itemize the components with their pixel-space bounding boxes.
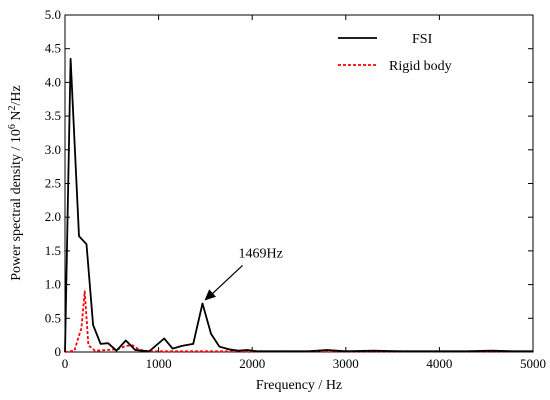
- y-tick-label: 3.0: [45, 142, 61, 157]
- y-axis-title-suffix: /Hz: [9, 85, 24, 105]
- y-axis-title-mid: N: [9, 110, 24, 124]
- y-tick-label: 4.0: [45, 74, 61, 89]
- y-tick-label: 1.5: [45, 243, 61, 258]
- series-layer: [64, 57, 533, 353]
- x-tick-label: 4000: [426, 356, 452, 371]
- y-tick-label: 0.5: [45, 310, 61, 325]
- legend-label-fsi: FSI: [412, 32, 433, 47]
- annotation-label: 1469Hz: [238, 246, 282, 261]
- x-axis-title: Frequency / Hz: [256, 378, 342, 393]
- x-tick-label: 0: [62, 356, 69, 371]
- y-tick-label: 5.0: [45, 7, 61, 22]
- y-axis-title: Power spectral density / 106 N2/Hz: [7, 85, 24, 280]
- y-tick-label: 4.5: [45, 41, 61, 56]
- plot-area-frame: [64, 14, 534, 353]
- legend-label-rigid-body: Rigid body: [389, 59, 452, 74]
- annotation-layer: 1469Hz: [204, 246, 283, 301]
- y-axis-ticks: 0 0.5 1.0 1.5 2.0 2.5 3.0 3.5 4.0 4.5 5.0: [45, 7, 533, 359]
- x-axis-ticks: 0 1000 2000 3000 4000 5000: [62, 15, 546, 371]
- series-line-fsi: [64, 57, 533, 353]
- annotation-arrow-shaft: [210, 265, 243, 296]
- x-tick-label: 5000: [520, 356, 546, 371]
- x-tick-label: 2000: [239, 356, 265, 371]
- y-tick-label: 3.5: [45, 108, 61, 123]
- series-line-rigid-body: [64, 290, 533, 353]
- y-tick-label: 2.5: [45, 176, 61, 191]
- x-tick-label: 3000: [333, 356, 359, 371]
- y-axis-title-exp1: 6: [7, 124, 18, 129]
- y-tick-label: 2.0: [45, 209, 61, 224]
- x-tick-label: 1000: [146, 356, 172, 371]
- y-axis-title-exp2: 2: [7, 105, 18, 110]
- y-axis-title-prefix: Power spectral density / 10: [9, 129, 24, 281]
- y-tick-label: 0: [55, 344, 62, 359]
- annotation-arrow-head: [204, 289, 216, 301]
- legend: FSI Rigid body: [338, 32, 452, 74]
- y-tick-label: 1.0: [45, 277, 61, 292]
